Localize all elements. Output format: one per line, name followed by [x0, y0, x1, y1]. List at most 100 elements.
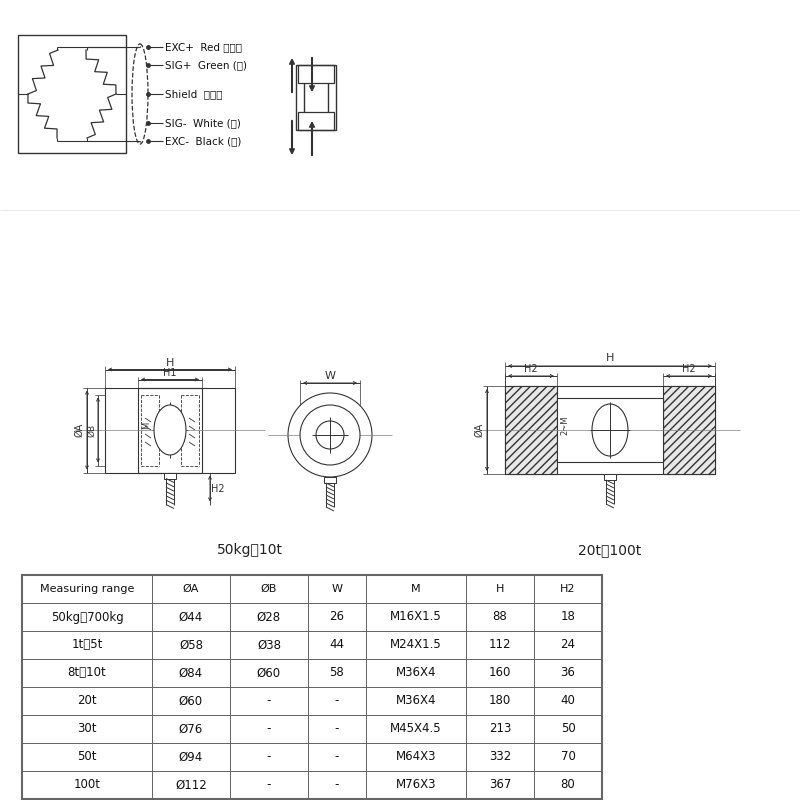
Bar [105, 387, 235, 473]
Text: -: - [267, 778, 271, 791]
Bar [308, 659, 366, 687]
Bar [308, 715, 366, 743]
Bar [22, 575, 602, 799]
Text: H1: H1 [163, 369, 177, 378]
Text: Measuring range: Measuring range [40, 584, 134, 594]
Text: 332: 332 [489, 750, 511, 763]
Text: -: - [267, 750, 271, 763]
Text: H2: H2 [682, 364, 696, 374]
Bar [230, 659, 308, 687]
Bar [230, 631, 308, 659]
Text: Ø44: Ø44 [179, 610, 203, 623]
Text: 44: 44 [330, 638, 345, 651]
Ellipse shape [154, 405, 186, 455]
Text: ØB: ØB [87, 423, 97, 437]
Text: 180: 180 [489, 694, 511, 707]
Bar [366, 575, 466, 603]
Text: -: - [335, 778, 339, 791]
Bar [534, 659, 602, 687]
Bar [230, 687, 308, 715]
Bar [466, 715, 534, 743]
Bar [22, 771, 152, 799]
Bar [366, 687, 466, 715]
Text: H: H [496, 584, 504, 594]
Text: H: H [606, 353, 614, 363]
Text: -: - [267, 722, 271, 735]
Text: 112: 112 [489, 638, 511, 651]
Text: 50t: 50t [78, 750, 97, 763]
Text: H2: H2 [524, 364, 538, 374]
Text: Ø38: Ø38 [257, 638, 281, 651]
Bar [152, 631, 230, 659]
Bar [304, 73, 328, 122]
Text: M24X1.5: M24X1.5 [390, 638, 442, 651]
Bar [366, 715, 466, 743]
Text: H2: H2 [560, 584, 576, 594]
Text: 213: 213 [489, 722, 511, 735]
Bar [308, 575, 366, 603]
Bar [230, 603, 308, 631]
Bar [138, 387, 202, 473]
Text: H2: H2 [211, 483, 225, 494]
Text: 36: 36 [561, 666, 575, 679]
Bar [22, 603, 152, 631]
Text: Ø58: Ø58 [179, 638, 203, 651]
Text: M45X4.5: M45X4.5 [390, 722, 442, 735]
Bar [152, 687, 230, 715]
Bar [22, 715, 152, 743]
Text: Ø76: Ø76 [179, 722, 203, 735]
Text: Shield  屏蔽线: Shield 屏蔽线 [165, 89, 222, 99]
Ellipse shape [592, 404, 628, 456]
Bar [230, 743, 308, 771]
Ellipse shape [300, 405, 360, 465]
Bar [466, 659, 534, 687]
Text: 20t～100t: 20t～100t [578, 543, 642, 557]
Bar [534, 715, 602, 743]
Text: M64X3: M64X3 [396, 750, 436, 763]
Text: Ø112: Ø112 [175, 778, 207, 791]
Bar [366, 603, 466, 631]
Text: -: - [267, 694, 271, 707]
Text: M36X4: M36X4 [396, 666, 436, 679]
Text: 20t: 20t [77, 694, 97, 707]
Text: ØA: ØA [474, 423, 484, 437]
Bar [308, 771, 366, 799]
Bar [466, 631, 534, 659]
Bar [466, 575, 534, 603]
Bar [534, 771, 602, 799]
Bar [152, 603, 230, 631]
Bar [366, 659, 466, 687]
Bar [308, 687, 366, 715]
Bar [22, 743, 152, 771]
Text: SIG+  Green (绿): SIG+ Green (绿) [165, 60, 247, 70]
Text: Ø28: Ø28 [257, 610, 281, 623]
Text: -: - [335, 750, 339, 763]
Bar [534, 603, 602, 631]
Text: Ø60: Ø60 [179, 694, 203, 707]
Bar [534, 575, 602, 603]
Bar [152, 715, 230, 743]
Text: M16X1.5: M16X1.5 [390, 610, 442, 623]
Bar [534, 743, 602, 771]
Bar [18, 35, 126, 153]
Bar [466, 743, 534, 771]
Text: 50kg～10t: 50kg～10t [217, 543, 283, 557]
Bar [164, 473, 176, 478]
Text: 50: 50 [561, 722, 575, 735]
Bar [557, 398, 663, 462]
Text: ØA: ØA [183, 584, 199, 594]
Text: 1t～5t: 1t～5t [71, 638, 102, 651]
Text: 2~M: 2~M [561, 415, 570, 434]
Bar [466, 771, 534, 799]
Text: ØB: ØB [261, 584, 277, 594]
Bar [230, 715, 308, 743]
Bar [324, 477, 336, 483]
Bar [308, 631, 366, 659]
Bar [22, 687, 152, 715]
Bar [22, 575, 152, 603]
Text: -: - [335, 694, 339, 707]
Bar [308, 743, 366, 771]
Bar [152, 659, 230, 687]
Text: H: H [166, 358, 174, 367]
Text: 160: 160 [489, 666, 511, 679]
